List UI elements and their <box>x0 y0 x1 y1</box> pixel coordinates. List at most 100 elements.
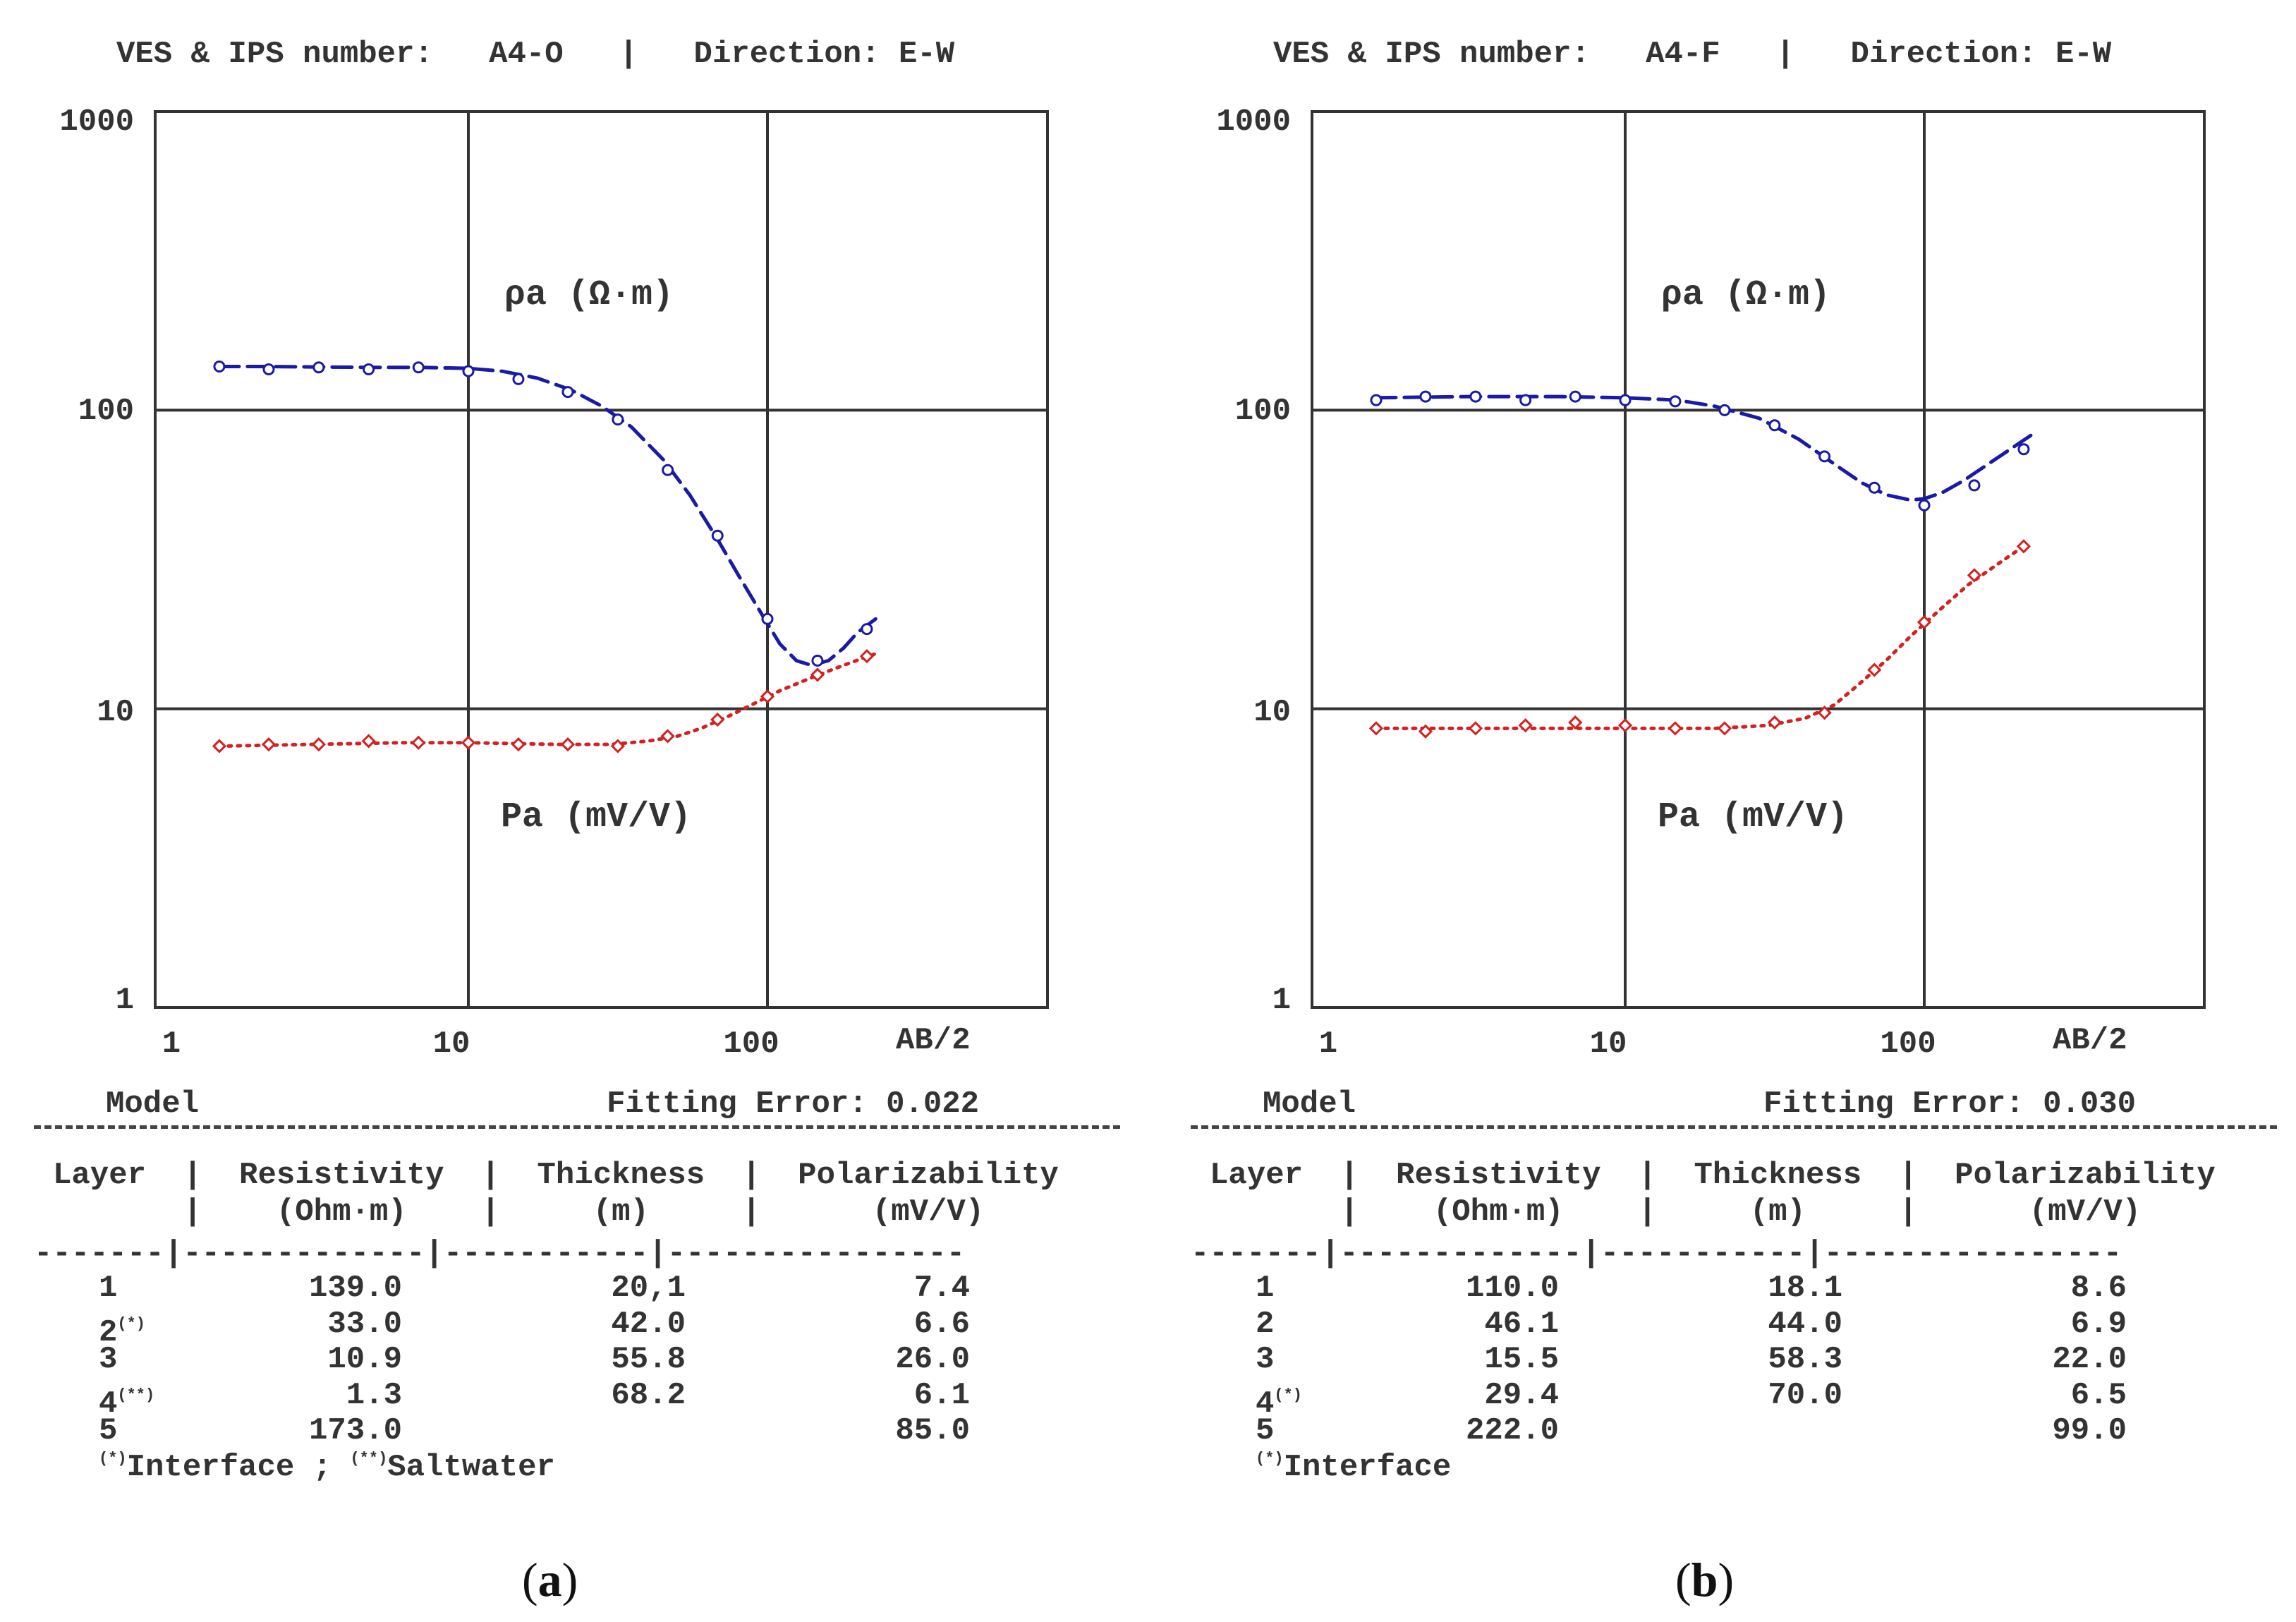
table-cell-resistivity: 173.0 <box>308 1413 402 1448</box>
resistivity-data-point <box>1868 481 1881 494</box>
table-cell-resistivity: 15.5 <box>1484 1342 1559 1377</box>
table-cell-layer: 1 <box>99 1270 117 1307</box>
x-tick-label: 1 <box>162 1027 181 1062</box>
plot-frame <box>1311 110 2206 1009</box>
polarizability-data-point <box>1468 721 1483 736</box>
footnote: (*)Interface <box>1256 1450 1451 1485</box>
divider <box>34 1125 1120 1129</box>
polarizability-data-point <box>261 737 277 752</box>
resistivity-data-point <box>1918 499 1931 512</box>
table-cell-resistivity: 33.0 <box>327 1306 402 1342</box>
polarizability-data-point <box>1368 721 1384 736</box>
table-cell-polarizability: 6.9 <box>2070 1306 2127 1342</box>
polarizability-data-point <box>511 737 526 752</box>
y-tick-label: 100 <box>78 394 134 429</box>
layer-number: 3 <box>99 1342 118 1377</box>
y-tick-label: 100 <box>1234 394 1291 429</box>
table-cell-thickness: 44.0 <box>1768 1306 1842 1342</box>
table-header-2: | (Ohm·m) | (m) | (mV/V) <box>1210 1194 2142 1230</box>
footnote-text: Interface <box>1283 1450 1452 1485</box>
polarizability-data-point <box>1967 568 1982 583</box>
layer-number: 1 <box>1256 1271 1275 1306</box>
panel-b: VES & IPS number: A4-F | Direction: E-W … <box>1157 0 2296 1622</box>
layer-number: 5 <box>99 1413 118 1448</box>
layer-number: 4 <box>99 1386 118 1422</box>
table-separator: -------|-------------|-----------|------… <box>34 1236 966 1271</box>
polarizability-data-point <box>610 739 625 753</box>
caption: (b) <box>1675 1553 1735 1606</box>
layer-number: 3 <box>1256 1342 1275 1377</box>
resistivity-curve-label: ρa (Ω·m) <box>1661 275 1831 315</box>
table-cell-polarizability: 8.6 <box>2070 1271 2127 1306</box>
table-cell-polarizability: 6.6 <box>913 1306 970 1342</box>
table-header-1: Layer | Resistivity | Thickness | Polari… <box>1210 1158 2216 1193</box>
footnote-mark: (*) <box>1256 1450 1284 1467</box>
table-cell-layer: 1 <box>1256 1270 1274 1307</box>
resistivity-fit-line <box>1374 394 2034 502</box>
footnote: (*)Interface ; (**)Saltwater <box>99 1450 555 1485</box>
layer-number: 2 <box>1256 1306 1275 1342</box>
polarizability-data-point <box>1668 721 1683 736</box>
table-cell-thickness: 18.1 <box>1768 1271 1842 1306</box>
table-cell-thickness: 58.3 <box>1768 1342 1842 1377</box>
polarizability-curve-label: Pa (mV/V) <box>501 797 692 837</box>
table-cell-polarizability: 7.4 <box>913 1271 970 1306</box>
table-cell-layer: 3 <box>1256 1341 1274 1378</box>
resistivity-data-point <box>312 361 325 374</box>
resistivity-data-point <box>1519 394 1532 406</box>
polarizability-data-point <box>1917 615 1932 630</box>
table-header-1: Layer | Resistivity | Thickness | Polari… <box>53 1158 1059 1193</box>
x-tick-label: 100 <box>723 1027 779 1062</box>
table-cell-thickness: 55.8 <box>611 1342 686 1377</box>
plot-b <box>1311 110 2206 1009</box>
caption-letter: a <box>537 1553 562 1606</box>
resistivity-data-point <box>811 654 824 667</box>
polarizability-data-point <box>461 735 476 750</box>
resistivity-data-point <box>861 623 873 636</box>
polarizability-data-point <box>2016 539 2031 554</box>
polarizability-data-point <box>1518 718 1533 733</box>
layer-number: 1 <box>99 1271 118 1306</box>
fitting-error: Fitting Error: 0.030 <box>1763 1087 2137 1122</box>
resistivity-curve-label: ρa (Ω·m) <box>504 275 674 315</box>
caption: (a) <box>522 1553 578 1606</box>
table-cell-thickness: 20,1 <box>611 1271 686 1306</box>
plot-frame <box>154 110 1049 1009</box>
resistivity-data-point <box>462 365 475 377</box>
polarizability-data-point <box>760 689 775 704</box>
resistivity-data-point <box>662 464 674 476</box>
resistivity-data-point <box>213 360 226 373</box>
resistivity-data-point <box>711 529 724 542</box>
x-tick-label: 10 <box>1589 1027 1627 1062</box>
polarizability-data-point <box>859 649 875 664</box>
layer-footnote-mark: (*) <box>117 1314 146 1333</box>
polarizability-data-point <box>1717 721 1732 736</box>
polarizability-data-point <box>212 739 227 753</box>
table-cell-layer: 5 <box>1256 1412 1274 1449</box>
resistivity-data-point <box>561 386 574 399</box>
resistivity-data-point <box>1768 419 1781 432</box>
polarizability-data-point <box>810 667 825 682</box>
chart-header: VES & IPS number: A4-F | Direction: E-W <box>1273 37 2112 72</box>
polarizability-data-point <box>1617 718 1633 733</box>
x-axis-label: AB/2 <box>896 1023 971 1058</box>
table-cell-layer: 5 <box>99 1412 117 1449</box>
y-tick-label: 1000 <box>59 104 134 140</box>
polarizability-data-point <box>1568 715 1583 730</box>
layer-footnote-mark: (*) <box>1274 1386 1303 1404</box>
table-cell-polarizability: 26.0 <box>895 1342 970 1377</box>
plot-a <box>154 110 1049 1009</box>
polarizability-data-point <box>560 737 576 752</box>
resistivity-data-point <box>1569 390 1581 403</box>
y-tick-label: 1 <box>115 983 134 1018</box>
polarizability-data-point <box>1867 662 1882 677</box>
table-cell-resistivity: 10.9 <box>327 1342 402 1377</box>
x-tick-label: 1 <box>1318 1027 1338 1062</box>
table-cell-layer: 3 <box>99 1341 117 1378</box>
resistivity-data-point <box>1718 404 1731 416</box>
resistivity-data-point <box>363 363 375 375</box>
resistivity-data-point <box>1619 394 1632 406</box>
polarizability-data-point <box>710 712 725 727</box>
x-tick-label: 100 <box>1880 1027 1936 1062</box>
panel-a: VES & IPS number: A4-O | Direction: E-W … <box>34 37 1120 1606</box>
